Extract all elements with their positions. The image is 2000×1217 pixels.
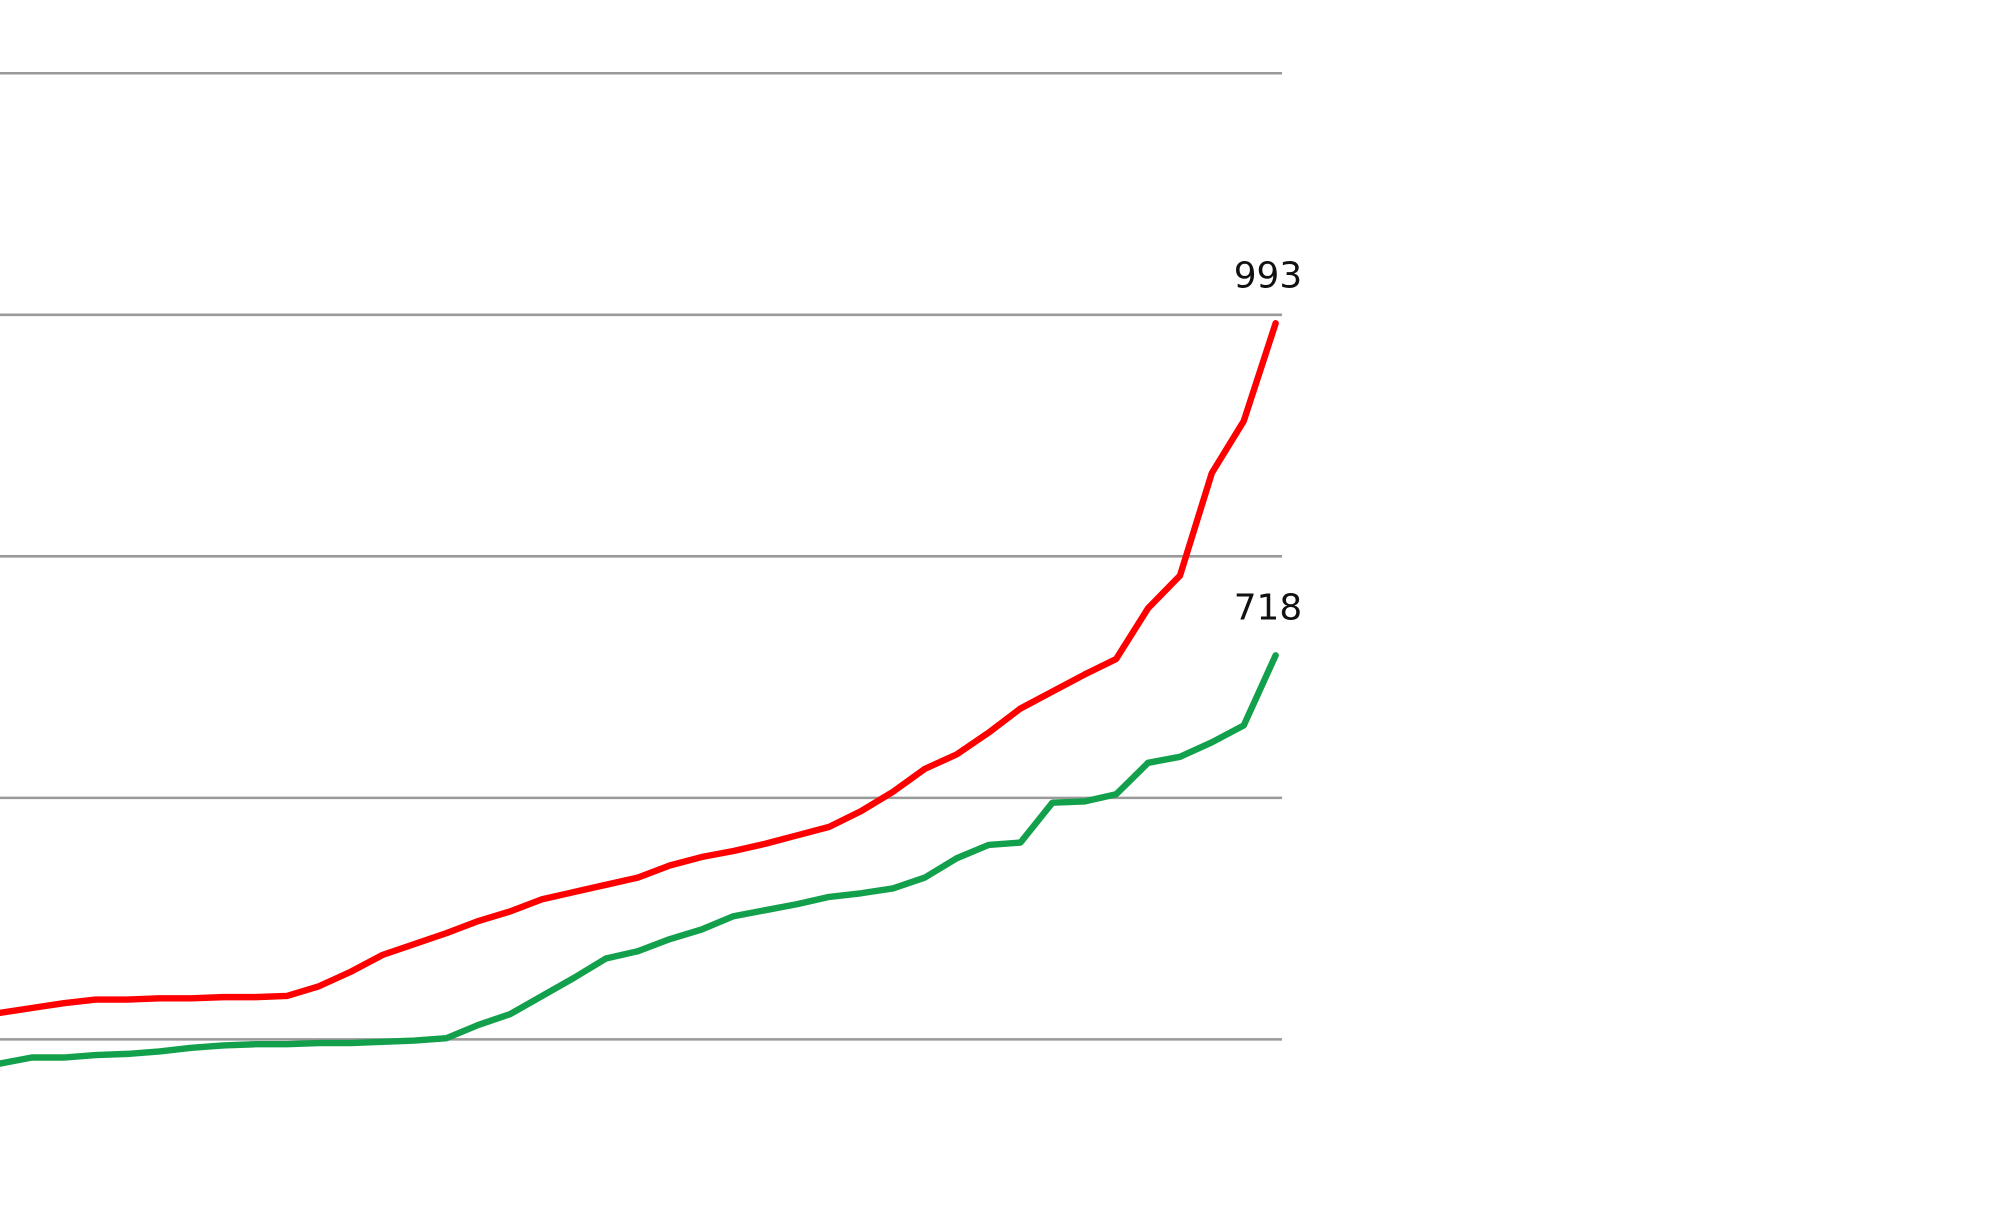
data-label: 993	[1234, 255, 1302, 296]
data-label: 718	[1234, 587, 1302, 628]
line-series	[0, 652, 1279, 1067]
line-series	[0, 320, 1279, 1017]
